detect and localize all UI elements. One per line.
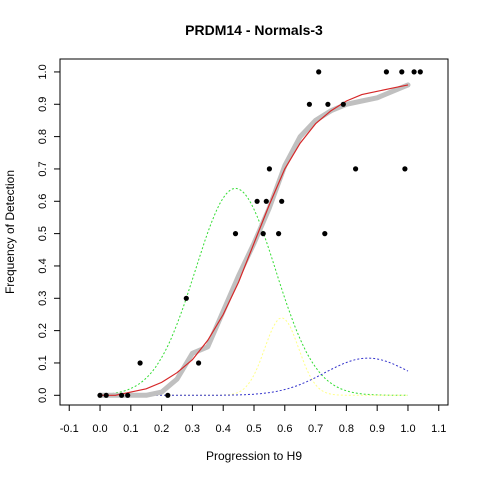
x-tick-label: 0.2 [154, 423, 169, 435]
y-tick-label: 0.6 [37, 194, 49, 209]
data-point [263, 198, 269, 204]
data-point [97, 392, 103, 398]
x-tick-label: 0.7 [308, 423, 323, 435]
y-tick-label: 0.1 [37, 355, 49, 370]
data-point [165, 392, 171, 398]
plot-area [59, 58, 449, 406]
data-point [260, 231, 266, 237]
smoothed-line [97, 82, 411, 398]
data-point [306, 101, 312, 107]
data-point [119, 392, 125, 398]
x-tick-label: 0.1 [123, 423, 138, 435]
data-point [322, 231, 328, 237]
y-tick-label: 0.5 [37, 226, 49, 241]
y-tick-label: 0.7 [37, 161, 49, 176]
data-point [276, 231, 282, 237]
fit-curve [100, 84, 409, 396]
y-axis: 0.0 0.1 0.2 0.3 0.4 0.5 0.6 0.7 0.8 0.9 1.0 [37, 64, 60, 403]
x-tick-label: 0.8 [339, 423, 354, 435]
y-tick-label: 0.9 [37, 97, 49, 112]
x-tick-label: 1.1 [431, 423, 446, 435]
x-tick-label: 1.0 [400, 423, 415, 435]
y-tick-label: 1.0 [37, 64, 49, 79]
green-curve [99, 187, 408, 396]
chart-title: PRDM14 - Normals-3 [185, 22, 323, 38]
x-axis-title: Progression to H9 [206, 449, 302, 463]
smoothed-series [97, 82, 411, 398]
x-tick-label: 0.3 [185, 423, 200, 435]
data-point [254, 198, 260, 204]
x-axis: -0.1 0.0 0.1 0.2 0.3 0.4 0.5 0.6 0.7 0.8 0.9 1.0 1.1 [60, 405, 446, 435]
data-point [383, 69, 389, 75]
y-tick-label: 0.0 [37, 388, 49, 403]
density-curves [99, 187, 409, 396]
x-tick-label: -0.1 [60, 423, 79, 435]
y-tick-label: 0.8 [37, 129, 49, 144]
y-axis-title: Frequency of Detection [3, 170, 17, 294]
y-tick-label: 0.4 [37, 258, 49, 273]
blue-curve [100, 357, 409, 396]
y-tick-label: 0.2 [37, 323, 49, 338]
data-point [137, 360, 143, 366]
x-tick-label: 0.0 [92, 423, 107, 435]
data-point [417, 69, 423, 75]
data-point [232, 231, 239, 237]
data-point [402, 166, 408, 172]
data-point [266, 166, 272, 172]
data-point [316, 69, 322, 75]
data-point [325, 101, 331, 107]
data-point [340, 101, 346, 107]
data-point [125, 392, 131, 398]
data-point [183, 295, 189, 301]
data-points [97, 69, 423, 398]
data-point [353, 166, 359, 172]
data-point [196, 360, 202, 366]
y-tick-label: 0.3 [37, 291, 49, 306]
data-point [279, 198, 285, 204]
data-point [103, 392, 109, 398]
yellow-curve [100, 317, 408, 396]
x-tick-label: 0.4 [216, 423, 231, 435]
x-tick-label: 0.5 [246, 423, 261, 435]
data-point [411, 69, 417, 75]
x-tick-label: 0.9 [370, 423, 385, 435]
fit-line [100, 84, 409, 396]
x-tick-label: 0.6 [277, 423, 292, 435]
data-point [399, 69, 405, 75]
